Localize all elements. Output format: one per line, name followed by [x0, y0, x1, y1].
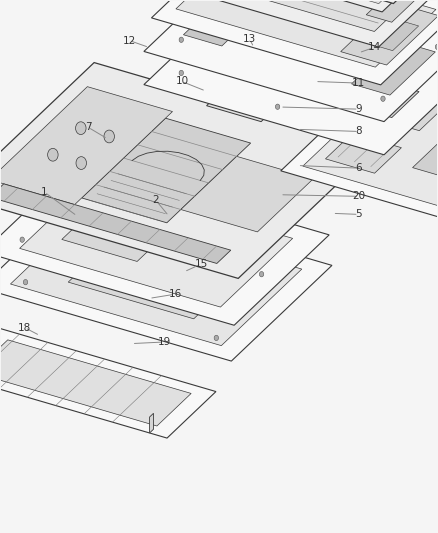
Text: 11: 11: [352, 78, 365, 88]
Polygon shape: [186, 0, 438, 4]
Polygon shape: [352, 41, 435, 95]
Text: 1: 1: [41, 187, 48, 197]
Text: 10: 10: [175, 77, 188, 86]
Text: 13: 13: [243, 34, 256, 44]
Ellipse shape: [330, 24, 340, 33]
Text: 16: 16: [169, 289, 182, 299]
Polygon shape: [0, 161, 329, 325]
Polygon shape: [325, 133, 401, 173]
Circle shape: [48, 148, 58, 161]
Polygon shape: [365, 18, 419, 51]
Circle shape: [77, 183, 81, 188]
Circle shape: [179, 37, 184, 43]
Polygon shape: [152, 0, 438, 85]
Polygon shape: [144, 0, 438, 155]
Circle shape: [76, 157, 86, 169]
Polygon shape: [370, 91, 438, 131]
Text: 7: 7: [85, 122, 92, 132]
Circle shape: [94, 213, 98, 218]
Polygon shape: [0, 192, 332, 361]
Polygon shape: [181, 156, 313, 232]
Circle shape: [285, 268, 289, 273]
Polygon shape: [212, 0, 426, 4]
Ellipse shape: [295, 14, 306, 22]
Polygon shape: [144, 0, 438, 122]
Polygon shape: [197, 0, 438, 12]
Circle shape: [381, 96, 385, 101]
Circle shape: [20, 237, 25, 243]
Polygon shape: [216, 85, 279, 116]
Ellipse shape: [261, 4, 272, 13]
Polygon shape: [182, 0, 438, 47]
Polygon shape: [366, 0, 423, 22]
Text: 2: 2: [152, 195, 159, 205]
Polygon shape: [0, 340, 191, 426]
Ellipse shape: [226, 0, 237, 3]
Text: 12: 12: [123, 36, 136, 45]
Polygon shape: [11, 207, 302, 345]
Text: 18: 18: [18, 322, 32, 333]
Text: 14: 14: [367, 43, 381, 52]
Circle shape: [214, 335, 219, 341]
Polygon shape: [0, 62, 378, 278]
Circle shape: [339, 44, 343, 49]
Circle shape: [179, 70, 184, 76]
Polygon shape: [188, 0, 424, 86]
Polygon shape: [341, 2, 438, 65]
Polygon shape: [20, 180, 293, 307]
Polygon shape: [176, 0, 436, 67]
Circle shape: [104, 130, 114, 143]
Polygon shape: [62, 203, 175, 262]
Polygon shape: [0, 87, 173, 205]
Text: 15: 15: [195, 259, 208, 269]
Polygon shape: [281, 64, 438, 219]
Circle shape: [435, 44, 438, 50]
Text: 20: 20: [352, 191, 365, 201]
Polygon shape: [209, 0, 428, 31]
Polygon shape: [81, 118, 251, 223]
Circle shape: [259, 271, 264, 277]
Polygon shape: [0, 184, 231, 263]
Polygon shape: [68, 235, 244, 319]
Circle shape: [233, 19, 238, 24]
Text: 6: 6: [355, 163, 362, 173]
Text: 8: 8: [355, 126, 362, 136]
Polygon shape: [150, 413, 153, 433]
Text: 9: 9: [355, 104, 362, 114]
Polygon shape: [413, 125, 438, 182]
Polygon shape: [184, 0, 267, 46]
Circle shape: [23, 279, 28, 285]
Text: 19: 19: [158, 337, 171, 347]
Polygon shape: [200, 36, 419, 118]
Polygon shape: [0, 328, 216, 438]
Text: 5: 5: [355, 209, 362, 220]
Polygon shape: [207, 79, 289, 122]
Circle shape: [76, 122, 86, 134]
Polygon shape: [303, 77, 438, 206]
Circle shape: [276, 104, 280, 109]
